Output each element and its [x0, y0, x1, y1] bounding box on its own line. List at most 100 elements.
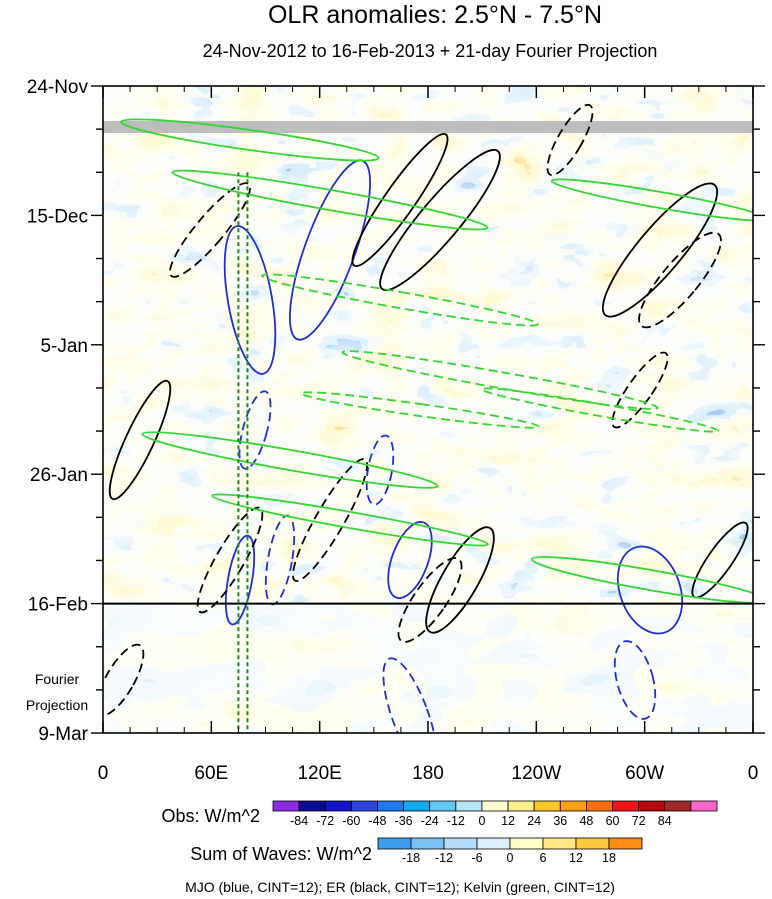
- colorbar-swatch: [403, 800, 431, 812]
- x-tick-label: 60E: [194, 763, 228, 784]
- colorbar-swatch: [586, 800, 613, 812]
- colorbar-level-label: -12: [447, 814, 465, 828]
- colorbar-level-label: -84: [290, 814, 308, 828]
- er-contour: [601, 182, 719, 318]
- er-contour: [351, 133, 449, 267]
- footer-legend: MJO (blue, CINT=12); ER (black, CINT=12)…: [185, 879, 615, 895]
- x-tick-label: 120E: [297, 763, 341, 784]
- colorbar-level-label: -12: [435, 851, 453, 865]
- mjo-contour: [224, 534, 256, 626]
- colorbar-level-label: -48: [368, 814, 386, 828]
- colorbar-level-label: 24: [527, 814, 541, 828]
- colorbar-swatch: [443, 837, 478, 850]
- plot-area: [103, 86, 753, 733]
- er-contour: [397, 557, 463, 643]
- colorbar-level-label: -60: [342, 814, 360, 828]
- colorbar-swatch: [476, 837, 511, 850]
- kelvin-contour: [141, 431, 439, 489]
- er-contour: [425, 526, 495, 634]
- obs-colorbar-label: Obs: W/m^2: [162, 806, 260, 826]
- colorbar-swatch: [612, 800, 640, 812]
- er-contour: [196, 506, 264, 614]
- colorbar-level-label: 0: [507, 851, 514, 865]
- colorbar-level-label: -36: [395, 814, 413, 828]
- x-tick-label: 60W: [625, 763, 664, 784]
- colorbar-swatch: [350, 800, 378, 812]
- mjo-contour: [387, 521, 433, 599]
- obs-colorbar: -84 -72 -60 -48 -36 -24 -12 0 12 24 36 48 60 72 84: [272, 800, 718, 828]
- mjo-contour: [223, 225, 277, 375]
- mjo-contour: [616, 545, 684, 635]
- colorbar-level-label: 6: [540, 851, 547, 865]
- er-contour: [169, 182, 251, 278]
- colorbar-level-label: -6: [471, 851, 482, 865]
- missing-data-band: [103, 121, 753, 133]
- colorbar-swatch: [664, 800, 692, 812]
- colorbar-swatch: [608, 837, 643, 850]
- kelvin-contour: [171, 169, 489, 231]
- colorbar-swatch: [509, 837, 544, 850]
- x-tick-label: 0: [98, 763, 109, 784]
- colorbar-swatch: [298, 800, 326, 812]
- colorbar-level-label: -24: [421, 814, 439, 828]
- colorbar-swatch: [690, 800, 718, 812]
- colorbar-level-label: 60: [606, 814, 620, 828]
- colorbar-level-label: 0: [478, 814, 485, 828]
- chart-subtitle: 24-Nov-2012 to 16-Feb-2013 + 21-day Four…: [203, 41, 658, 61]
- er-contour: [638, 231, 722, 329]
- wave-contours: [103, 103, 753, 733]
- colorbar-swatch: [377, 837, 412, 850]
- colorbar-level-label: -18: [402, 851, 420, 865]
- y-tick-label: 26-Jan: [30, 465, 88, 486]
- colorbar-swatch: [324, 800, 352, 812]
- colorbar-swatch: [533, 800, 561, 812]
- y-tick-label: 5-Jan: [40, 336, 88, 357]
- y-tick-label: 9-Mar: [38, 724, 88, 745]
- y-axis: 24-Nov 15-Dec 5-Jan 26-Jan 16-Feb 9-Mar: [27, 77, 765, 745]
- colorbar-level-label: 36: [553, 814, 567, 828]
- colorbar-swatch: [638, 800, 666, 812]
- kelvin-contour: [530, 556, 753, 604]
- kelvin-contour: [550, 178, 753, 222]
- colorbar-level-label: 12: [501, 814, 515, 828]
- er-contour: [379, 148, 501, 292]
- colorbar-swatch: [429, 800, 457, 812]
- x-tick-label: 120W: [512, 763, 562, 784]
- mjo-contour: [365, 434, 395, 506]
- mjo-contour: [238, 390, 272, 470]
- waves-colorbar-label: Sum of Waves: W/m^2: [190, 844, 372, 864]
- y-tick-label: 24-Nov: [27, 77, 89, 98]
- y-tick-label: 16-Feb: [28, 595, 88, 616]
- kelvin-contour: [341, 350, 659, 410]
- colorbar-swatch: [575, 837, 610, 850]
- projection-label-line1: Fourier: [35, 671, 80, 687]
- colorbar-level-label: -72: [316, 814, 334, 828]
- y-tick-label: 15-Dec: [27, 206, 88, 227]
- colorbar-level-label: 18: [602, 851, 616, 865]
- kelvin-contour: [480, 387, 720, 433]
- colorbar-swatch: [272, 800, 300, 812]
- colorbar-swatch: [377, 800, 404, 812]
- kelvin-contour: [211, 493, 489, 547]
- er-contour: [546, 103, 594, 177]
- x-tick-label: 0: [748, 763, 759, 784]
- mjo-contour: [382, 657, 438, 733]
- colorbar-level-label: 48: [579, 814, 593, 828]
- colorbar-swatch: [542, 837, 577, 850]
- er-contour: [103, 643, 145, 717]
- kelvin-contour: [120, 118, 380, 162]
- kelvin-contour: [261, 273, 539, 327]
- x-axis: 0 60E 120E 180 120W 60W 0: [98, 86, 759, 784]
- colorbar-swatch: [455, 800, 483, 812]
- er-contour: [108, 379, 172, 501]
- projection-label-line2: Projection: [26, 697, 88, 713]
- colorbar-level-label: 84: [658, 814, 672, 828]
- mjo-contour: [613, 640, 657, 720]
- colorbar-swatch: [410, 837, 445, 850]
- colorbar-swatch: [481, 800, 509, 812]
- waves-colorbar: -18 -12 -6 0 6 12 18: [377, 837, 643, 865]
- colorbar-level-label: 72: [632, 814, 646, 828]
- colorbar-level-label: 12: [569, 851, 583, 865]
- x-tick-label: 180: [412, 763, 444, 784]
